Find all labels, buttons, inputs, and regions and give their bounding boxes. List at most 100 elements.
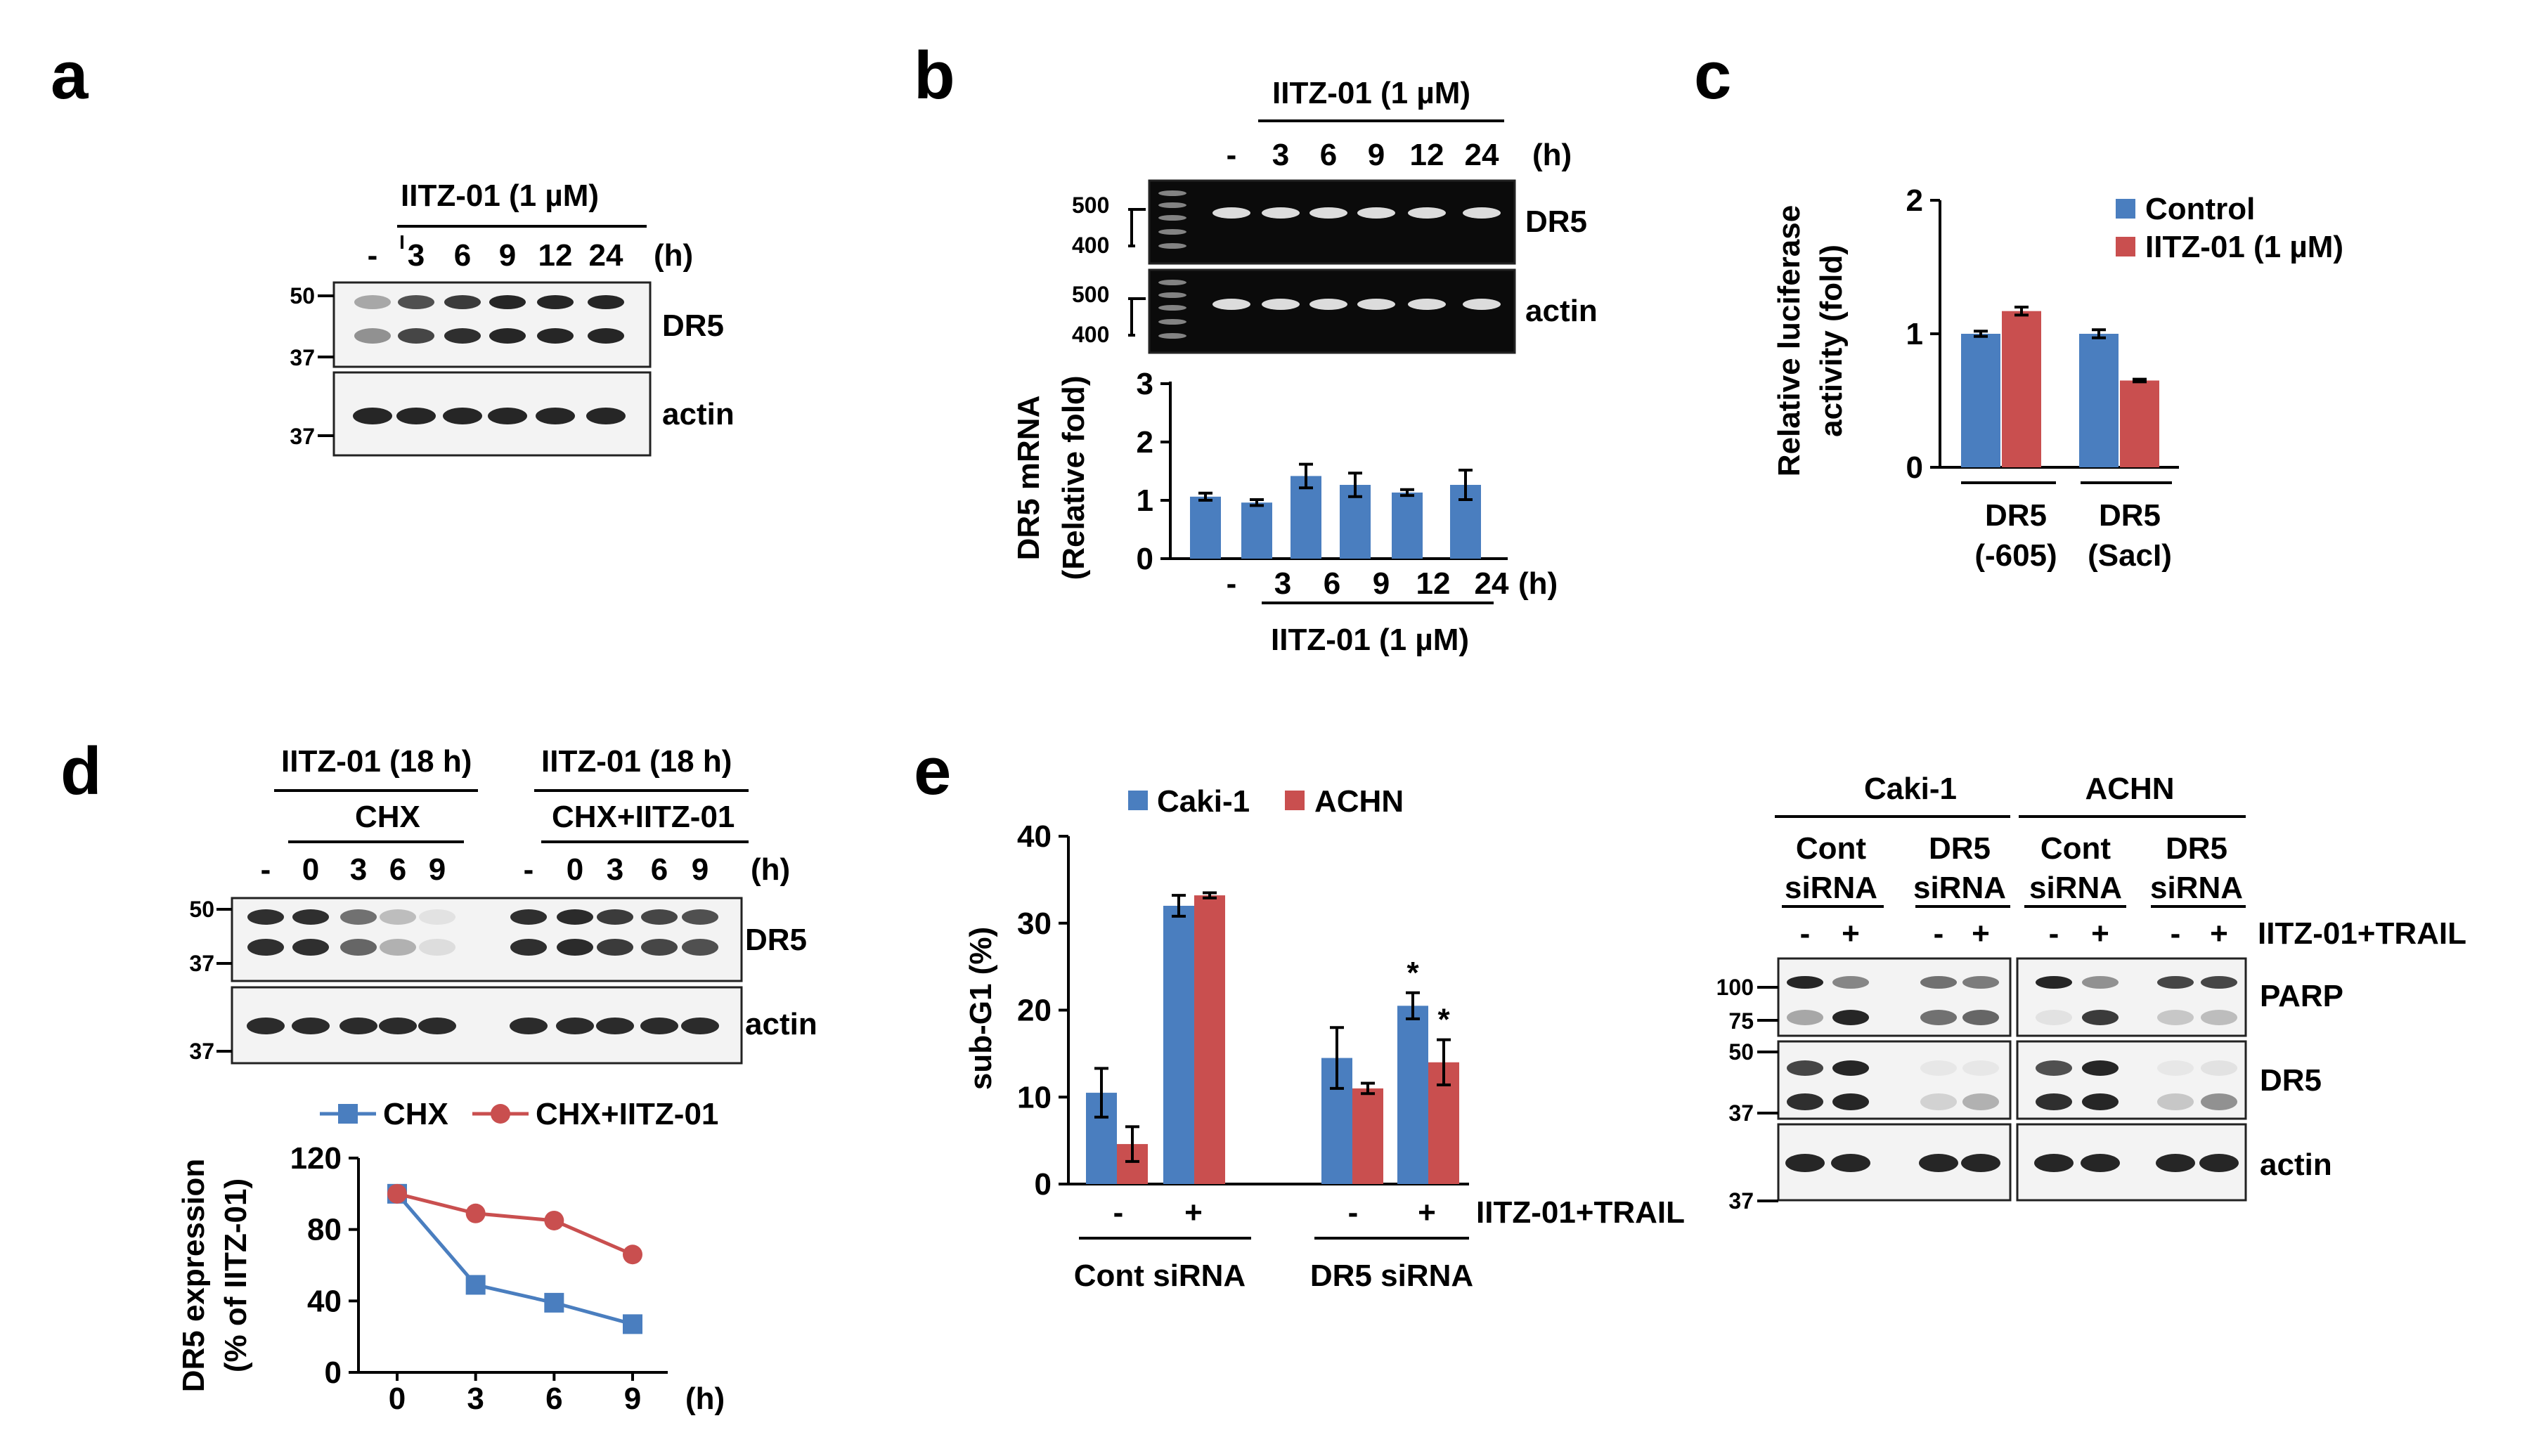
d-legend-chx: CHX bbox=[383, 1097, 448, 1131]
blot-band bbox=[1158, 243, 1186, 249]
b-gel-label-actin: actin bbox=[1525, 294, 1598, 328]
blot-band bbox=[2036, 1093, 2072, 1110]
d-series-line bbox=[396, 1192, 633, 1256]
panel-label-a: a bbox=[51, 38, 89, 113]
b-lane-label: 9 bbox=[1368, 138, 1385, 172]
blot-band bbox=[353, 408, 392, 424]
b-xlabel: IITZ-01 (1 µM) bbox=[1271, 623, 1469, 657]
e-blot-bands bbox=[1785, 976, 2239, 1172]
e-blot-sirna-label: DR5 bbox=[1929, 831, 1991, 866]
b-x-tick-label: 6 bbox=[1324, 566, 1340, 601]
blot-band bbox=[489, 295, 526, 309]
blot-band bbox=[380, 939, 416, 956]
blot-band bbox=[1787, 1010, 1823, 1025]
blot-band bbox=[1408, 299, 1446, 310]
e-blot-parp-achn bbox=[2016, 957, 2247, 1037]
b-ylabel-line2: (Relative fold) bbox=[1056, 376, 1091, 580]
e-significance-star: * bbox=[1437, 1003, 1450, 1037]
d-y-tick-label: 80 bbox=[307, 1213, 342, 1247]
e-group-label: DR5 siRNA bbox=[1310, 1259, 1473, 1293]
b-bar bbox=[1241, 502, 1272, 559]
blot-band bbox=[1158, 319, 1186, 325]
d-header-left: IITZ-01 (18 h) bbox=[281, 744, 472, 779]
e-legend-achn: ACHN bbox=[1314, 784, 1404, 819]
d-lane-label: 6 bbox=[651, 852, 668, 887]
d-y-tick-label: 40 bbox=[307, 1284, 342, 1318]
e-blot-sirna-label: Cont bbox=[1796, 831, 1867, 866]
c-legend-iitz: IITZ-01 (1 µM) bbox=[2145, 230, 2343, 264]
e-blot-sign: + bbox=[2210, 916, 2228, 951]
e-blot-sirna-label: siRNA bbox=[1785, 871, 1877, 905]
blot-band bbox=[292, 939, 329, 956]
a-mw-marker: 37 bbox=[290, 424, 315, 449]
blot-band bbox=[398, 328, 434, 344]
blot-band bbox=[340, 939, 377, 956]
blot-band bbox=[1787, 1093, 1823, 1110]
b-ladder-marker: 500 bbox=[1072, 282, 1109, 307]
blot-band bbox=[1212, 207, 1250, 219]
blot-band bbox=[419, 939, 455, 956]
d-series-line bbox=[396, 1192, 633, 1326]
blot-band bbox=[1463, 299, 1501, 310]
c-ylabel-line2: activity (fold) bbox=[1814, 245, 1849, 437]
e-blot-treatment: IITZ-01+TRAIL bbox=[2258, 916, 2466, 951]
a-bands bbox=[353, 295, 626, 424]
b-x-tick-label: - bbox=[1227, 566, 1237, 601]
c-y-tick-label: 0 bbox=[1906, 450, 1923, 485]
b-x-tick-label: 24 bbox=[1475, 566, 1509, 601]
e-blot-sign: - bbox=[2049, 916, 2059, 951]
blot-band bbox=[510, 939, 547, 956]
d-lane-label: 0 bbox=[567, 852, 583, 887]
e-sign-label: + bbox=[1418, 1195, 1436, 1230]
b-ladder-marker: 400 bbox=[1072, 322, 1109, 347]
e-legend-caki: Caki-1 bbox=[1157, 784, 1250, 819]
blot-band bbox=[1463, 207, 1501, 219]
b-time-unit: (h) bbox=[1532, 138, 1572, 172]
blot-band bbox=[588, 295, 624, 309]
blot-band bbox=[1309, 207, 1347, 219]
blot-band bbox=[292, 909, 329, 925]
panel-label-b: b bbox=[914, 38, 955, 113]
blot-band bbox=[2036, 1010, 2072, 1025]
d-lane-label: 9 bbox=[692, 852, 709, 887]
c-legend-control: Control bbox=[2145, 192, 2255, 226]
blot-band bbox=[2081, 1154, 2120, 1172]
blot-band bbox=[2156, 1154, 2195, 1172]
e-blot-sirna-labels: Cont siRNA DR5 siRNA Cont siRNA DR5 siRN… bbox=[1785, 831, 2243, 905]
d-point bbox=[544, 1210, 564, 1230]
e-blot-cell-caki: Caki-1 bbox=[1864, 772, 1957, 806]
e-group-label: Cont siRNA bbox=[1074, 1259, 1246, 1293]
e-bar bbox=[1163, 906, 1194, 1184]
e-bar bbox=[1352, 1088, 1383, 1184]
b-x-tick-label: 3 bbox=[1274, 566, 1291, 601]
blot-band bbox=[1832, 1010, 1869, 1025]
blot-band bbox=[2157, 1093, 2194, 1110]
b-actin-gel bbox=[1148, 268, 1516, 354]
b-x-tick-label: 12 bbox=[1416, 566, 1451, 601]
b-lane-label: 12 bbox=[1410, 138, 1444, 172]
blot-band bbox=[1920, 1010, 1957, 1025]
e-blot-row-actin: actin bbox=[2260, 1148, 2332, 1182]
blot-band bbox=[588, 328, 624, 344]
a-time-unit: (h) bbox=[654, 238, 693, 273]
blot-band bbox=[1785, 1154, 1825, 1172]
e-sign-label: + bbox=[1184, 1195, 1203, 1230]
blot-band bbox=[2036, 976, 2072, 989]
d-point bbox=[623, 1314, 642, 1334]
d-x-tick-label: 6 bbox=[545, 1382, 562, 1416]
e-blot-sign: + bbox=[2091, 916, 2109, 951]
d-blot-label-dr5: DR5 bbox=[745, 923, 807, 957]
a-mw-marker: 37 bbox=[290, 345, 315, 370]
blot-band bbox=[682, 939, 718, 956]
blot-band bbox=[2036, 1060, 2072, 1076]
blot-band bbox=[596, 1018, 634, 1034]
blot-band bbox=[489, 328, 526, 344]
a-lane-label: 6 bbox=[454, 238, 471, 273]
blot-band bbox=[1158, 292, 1186, 298]
c-bar bbox=[2120, 380, 2159, 467]
panel-label-c: c bbox=[1694, 38, 1731, 113]
c-group-label: (-605) bbox=[1974, 538, 2057, 573]
a-lane-label: 3 bbox=[408, 238, 425, 273]
a-mw-marker: 50 bbox=[290, 283, 315, 308]
b-lane-label: 24 bbox=[1465, 138, 1499, 172]
